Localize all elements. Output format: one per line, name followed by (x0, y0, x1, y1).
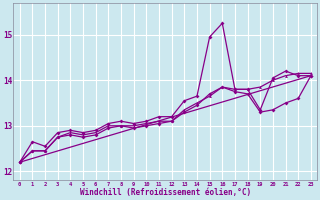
X-axis label: Windchill (Refroidissement éolien,°C): Windchill (Refroidissement éolien,°C) (80, 188, 251, 197)
